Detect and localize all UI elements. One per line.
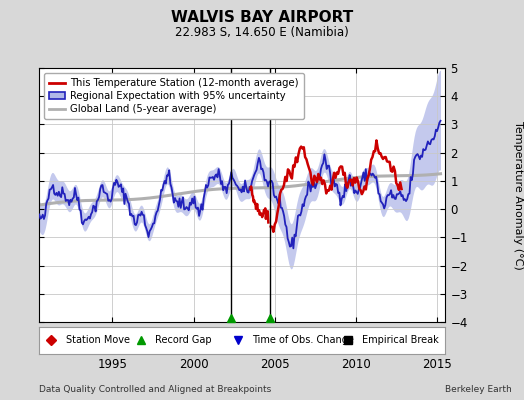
Text: Station Move: Station Move xyxy=(66,335,130,345)
Text: Berkeley Earth: Berkeley Earth xyxy=(445,385,512,394)
Text: Time of Obs. Change: Time of Obs. Change xyxy=(253,335,354,345)
Text: 1995: 1995 xyxy=(97,358,127,371)
Text: 2015: 2015 xyxy=(422,358,452,371)
Y-axis label: Temperature Anomaly (°C): Temperature Anomaly (°C) xyxy=(513,121,523,269)
Text: WALVIS BAY AIRPORT: WALVIS BAY AIRPORT xyxy=(171,10,353,25)
Text: 2010: 2010 xyxy=(341,358,371,371)
Legend: This Temperature Station (12-month average), Regional Expectation with 95% uncer: This Temperature Station (12-month avera… xyxy=(45,73,304,119)
Text: 22.983 S, 14.650 E (Namibia): 22.983 S, 14.650 E (Namibia) xyxy=(175,26,349,39)
Text: Record Gap: Record Gap xyxy=(155,335,212,345)
Text: Empirical Break: Empirical Break xyxy=(362,335,439,345)
Text: 2005: 2005 xyxy=(260,358,290,371)
Text: Data Quality Controlled and Aligned at Breakpoints: Data Quality Controlled and Aligned at B… xyxy=(39,385,271,394)
Text: 2000: 2000 xyxy=(179,358,209,371)
